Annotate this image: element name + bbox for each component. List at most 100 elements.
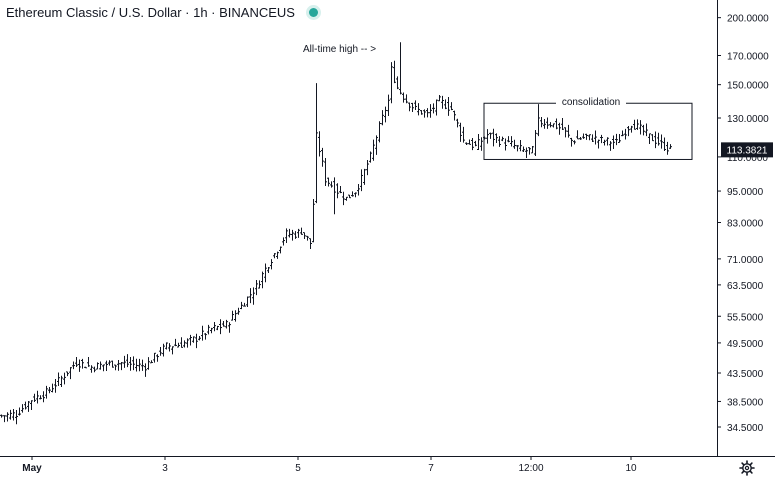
ohlc-bar <box>321 147 324 167</box>
ohlc-bar <box>30 400 33 411</box>
ohlc-bar <box>654 131 657 149</box>
ohlc-bar <box>360 169 363 192</box>
ohlc-bar <box>471 137 474 151</box>
ohlc-bar <box>363 168 366 185</box>
ohlc-bar <box>528 147 531 155</box>
ohlc-bar <box>396 76 399 90</box>
ohlc-bar <box>231 310 234 321</box>
ohlc-bar <box>414 100 417 110</box>
y-tick-label: 83.0000 <box>727 219 764 230</box>
ohlc-bar <box>459 122 462 142</box>
ohlc-bar <box>15 410 18 425</box>
y-tick-label: 43.5000 <box>727 369 764 380</box>
gear-icon[interactable] <box>739 460 755 476</box>
ohlc-bar <box>102 364 105 372</box>
ohlc-bar <box>75 356 78 367</box>
ohlc-bar <box>585 133 588 140</box>
ohlc-bar <box>642 124 645 136</box>
ohlc-bar <box>615 133 618 146</box>
ohlc-bar <box>291 229 294 241</box>
ohlc-bar <box>327 177 330 187</box>
ohlc-bar <box>444 99 447 110</box>
all-time-high-label[interactable]: All-time high -- > <box>303 44 376 55</box>
last-price-label: 113.3821 <box>727 145 768 156</box>
ohlc-bar <box>12 408 15 421</box>
ohlc-bars <box>0 42 672 425</box>
ohlc-bar <box>324 158 327 186</box>
ohlc-bar <box>69 367 72 380</box>
consolidation-annotation[interactable]: consolidation <box>483 97 693 160</box>
ohlc-bar <box>600 134 603 144</box>
ohlc-bar <box>393 60 396 84</box>
ohlc-bar <box>333 177 336 215</box>
ohlc-bar <box>621 130 624 137</box>
ohlc-bar <box>492 128 495 147</box>
status-dot-icon <box>308 8 318 17</box>
symbol-header[interactable]: Ethereum Classic / U.S. Dollar · 1h · BI… <box>6 5 318 20</box>
ohlc-bar <box>66 371 69 377</box>
ohlc-bar <box>540 117 543 128</box>
ohlc-bar <box>27 400 30 412</box>
y-tick-label: 200.0000 <box>727 14 769 25</box>
ohlc-bar <box>573 140 576 145</box>
ohlc-bar <box>591 134 594 142</box>
consolidation-label: consolidation <box>562 97 620 108</box>
ohlc-bar <box>606 137 609 146</box>
ohlc-bar <box>246 296 249 307</box>
ohlc-bar <box>132 356 135 371</box>
ohlc-bar <box>579 136 582 140</box>
ohlc-bar <box>198 336 201 341</box>
ohlc-bar <box>96 362 99 370</box>
ohlc-bar <box>633 119 636 130</box>
consolidation-box[interactable] <box>483 102 693 160</box>
ohlc-bar <box>213 322 216 332</box>
ohlc-bar <box>390 62 393 104</box>
ohlc-bar <box>270 259 273 270</box>
y-tick-label: 130.0000 <box>727 114 769 125</box>
ohlc-bar <box>276 251 279 259</box>
y-tick-label: 71.0000 <box>727 255 764 266</box>
ohlc-bar <box>507 136 510 143</box>
time-axis[interactable]: May 3 5 7 12:00 10 <box>22 456 637 474</box>
ohlc-bar <box>264 263 267 283</box>
ohlc-bar <box>666 141 669 155</box>
ohlc-bar <box>45 385 48 399</box>
ohlc-bar <box>21 404 24 413</box>
ohlc-bar <box>624 128 627 140</box>
ohlc-bar <box>309 238 312 250</box>
ohlc-bar <box>159 347 162 356</box>
ohlc-bar <box>126 354 129 368</box>
ohlc-bar <box>384 106 387 123</box>
ohlc-bar <box>99 361 102 370</box>
price-axis[interactable]: 200.0000 170.0000 150.0000 130.0000 110.0000… <box>717 14 769 434</box>
ohlc-bar <box>576 130 579 140</box>
symbol-title[interactable]: Ethereum Classic / U.S. Dollar · 1h · BI… <box>6 5 295 20</box>
ohlc-bar <box>120 361 123 371</box>
ohlc-bar <box>294 231 297 239</box>
ohlc-bar <box>33 393 36 402</box>
ohlc-bar <box>588 134 591 141</box>
ohlc-bar <box>252 287 255 305</box>
ohlc-bar <box>387 94 390 116</box>
ohlc-bar <box>438 95 441 102</box>
ohlc-bar <box>261 271 264 289</box>
y-tick-label: 49.5000 <box>727 339 764 350</box>
ohlc-bar <box>186 338 189 348</box>
ohlc-bar <box>426 108 429 118</box>
ohlc-bar <box>90 365 93 373</box>
ohlc-bar <box>207 324 210 335</box>
ohlc-bar <box>336 183 339 199</box>
ohlc-bar <box>273 253 276 259</box>
ohlc-bar <box>558 122 561 135</box>
ohlc-bar <box>78 359 81 372</box>
ohlc-bar <box>534 130 537 157</box>
ohlc-bar <box>297 228 300 238</box>
ohlc-bar <box>162 343 165 357</box>
ohlc-bar <box>105 360 108 372</box>
ohlc-bar <box>279 246 282 254</box>
ohlc-bar <box>330 181 333 188</box>
ohlc-bar <box>375 135 378 155</box>
ohlc-bar <box>285 228 288 244</box>
